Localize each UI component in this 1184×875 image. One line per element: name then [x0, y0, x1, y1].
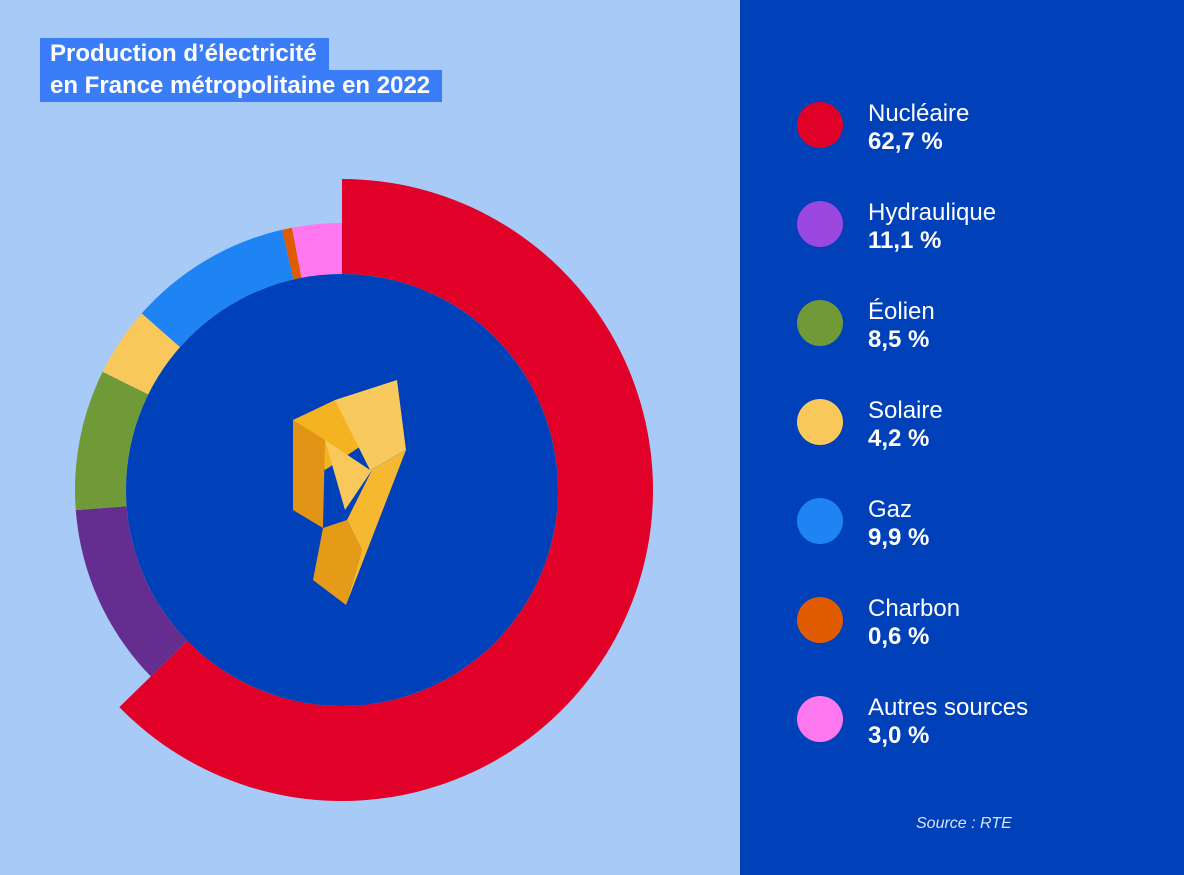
legend-dot [797, 498, 843, 544]
legend-dot [797, 696, 843, 742]
legend-item-autres-sources: Autres sources 3,0 % [797, 694, 1177, 764]
donut-chart [75, 179, 653, 801]
donut-slice-gaz [141, 229, 294, 348]
legend-dot [797, 597, 843, 643]
legend-dot [797, 201, 843, 247]
legend-item-charbon: Charbon 0,6 % [797, 595, 1177, 665]
legend-value: 0,6 % [868, 623, 930, 650]
legend-dot [797, 300, 843, 346]
legend-label: Gaz [868, 496, 913, 523]
legend-value: 4,2 % [868, 425, 930, 452]
donut-slice-solaire [102, 313, 180, 395]
legend-dot [797, 399, 843, 445]
donut-slice-hydraulique [75, 506, 188, 677]
legend-dot [797, 102, 843, 148]
donut-slice-autres-sources [291, 223, 342, 278]
legend-item-eolien: Éolien 8,5 % [797, 298, 1177, 368]
source-note: Source : RTE [916, 815, 1012, 832]
legend-item-solaire: Solaire 4,2 % [797, 397, 1177, 467]
legend-label: Solaire [868, 397, 943, 424]
legend-label: Éolien [868, 298, 935, 325]
legend-item-hydraulique: Hydraulique 11,1 % [797, 199, 1177, 269]
legend-value: 9,9 % [868, 524, 930, 551]
chart-title-line-1: Production d’électricité [40, 38, 329, 70]
donut-slice-nucl-aire [119, 179, 653, 801]
donut-slices [75, 179, 653, 801]
legend-value: 3,0 % [868, 722, 930, 749]
legend-value: 11,1 % [868, 227, 942, 254]
legend-value: 8,5 % [868, 326, 930, 353]
legend-label: Hydraulique [868, 199, 997, 226]
chart-title-line-2: en France métropolitaine en 2022 [40, 70, 443, 102]
legend-value: 62,7 % [868, 128, 943, 155]
legend-label: Autres sources [868, 694, 1029, 721]
legend-item-gaz: Gaz 9,9 % [797, 496, 1177, 566]
legend-item-nucleaire: Nucléaire 62,7 % [797, 100, 1177, 170]
legend-label: Charbon [868, 595, 961, 622]
legend-label: Nucléaire [868, 100, 970, 127]
donut-slice-charbon [282, 227, 302, 280]
lightning-bolt-icon [293, 380, 406, 605]
donut-slice--olien [75, 371, 149, 511]
